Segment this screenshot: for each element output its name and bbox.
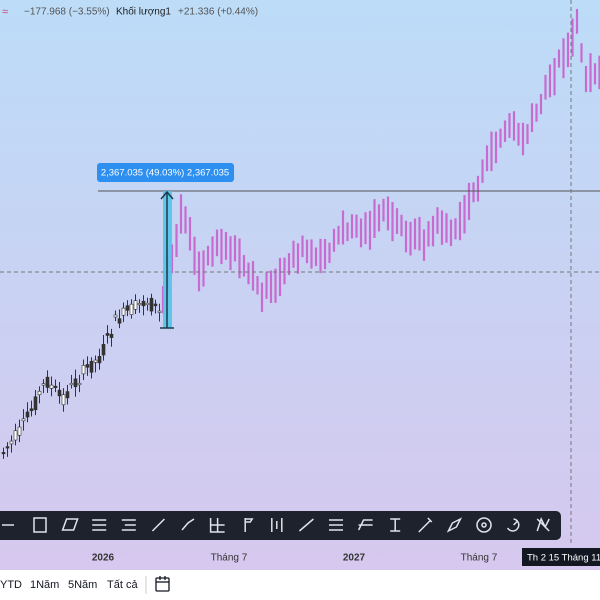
candle-body [97,356,102,364]
candle-body [21,418,26,422]
candle-body [1,452,6,455]
range-bar [0,570,600,600]
toolbar-icon[interactable] [506,518,520,532]
toolbar-icon[interactable] [181,518,195,531]
candle-body [149,297,154,312]
header-volume-label: Khối lượng1 [116,6,171,18]
toolbar-icons [2,517,550,533]
candle-body [69,382,74,386]
candle-body [81,365,86,375]
crosshair-time-box [522,548,600,566]
candle-body [129,303,134,315]
toolbar-icon[interactable] [357,519,373,531]
candle-body [9,440,14,445]
toolbar-icon[interactable] [61,518,79,531]
crosshair-time: Th 2 15 Tháng 11 [527,553,600,564]
toolbar-icon[interactable] [536,517,550,532]
time-label: Tháng 7 [211,553,248,564]
range-button[interactable]: 5Năm [68,579,97,591]
candle-body [113,314,118,318]
drawing-toolbar [0,511,561,540]
candle-body [133,300,138,310]
candle-body [13,430,18,441]
chart-background [0,0,600,570]
header-change: −177.968 (−3.55%) [24,7,110,18]
toolbar-icon[interactable] [121,519,136,531]
price-bars [1,8,600,459]
range-button[interactable]: YTD [0,579,22,591]
candle-body [93,359,98,363]
toolbar-icon[interactable] [298,518,314,532]
toolbar-icon[interactable] [446,517,463,533]
candle-body [121,307,126,316]
toolbar-icon[interactable] [244,518,254,532]
toolbar-icon[interactable] [92,519,107,531]
candle-body [37,390,42,396]
candle-body [85,364,90,368]
toolbar-icon[interactable] [329,519,343,531]
toolbar-icon[interactable] [476,517,492,533]
candle-body [57,389,62,397]
candle-body [17,426,22,436]
toolbar-icon[interactable] [271,518,283,532]
range-button[interactable]: 1Năm [30,579,59,591]
candle-body [137,303,142,306]
candle-body [33,396,38,411]
toolbar-icon[interactable] [418,517,433,533]
toolbar-icon[interactable] [390,518,401,532]
candle-body [45,376,50,388]
candle-body [117,318,122,324]
measure-arrowhead [160,190,174,200]
toolbar-icon[interactable] [33,517,47,533]
measure-label: 2,367.035 (49.03%) 2,367.035 [101,168,229,179]
candle-body [5,446,10,449]
measure-box [97,163,234,182]
candle-body [73,378,78,388]
candle-body [153,303,158,307]
candle-body [53,385,58,388]
candle-body [89,360,94,373]
time-label: 2026 [92,553,115,564]
range-button[interactable]: Tất cả [107,579,138,591]
candle-body [61,394,66,406]
header-volume-change: +21.336 (+0.44%) [178,7,258,18]
candle-body [141,300,146,307]
candle-body [145,302,150,306]
candle-body [65,391,70,399]
time-label: Tháng 7 [461,553,498,564]
toolbar-icon[interactable] [151,518,165,532]
candle-body [101,344,106,356]
candle-body [77,382,82,386]
date-range-icon[interactable] [155,576,170,592]
candle-body [105,333,110,336]
toolbar-icon[interactable] [209,518,225,533]
header-icon: ≈ [2,6,8,18]
time-label: 2027 [343,553,366,564]
candle-body [109,333,114,338]
candle-body [49,384,54,389]
candle-body [157,310,162,313]
candle-body [125,305,130,311]
candle-body [41,383,46,386]
candle-body [25,411,30,418]
candle-body [29,408,34,412]
